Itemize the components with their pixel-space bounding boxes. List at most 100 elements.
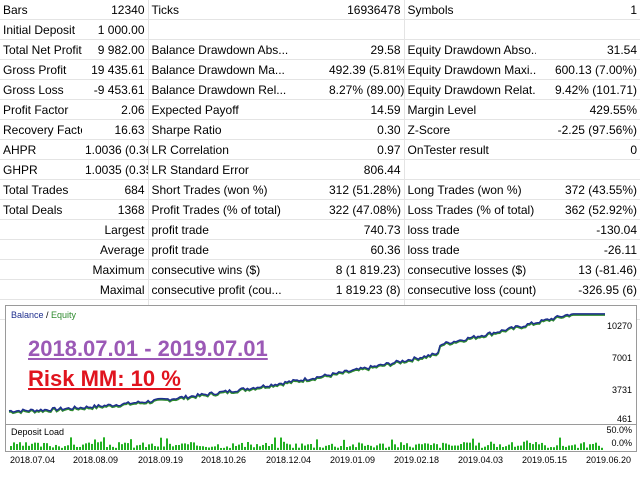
deposit-load-bar [154,446,156,450]
deposit-load-bar [553,447,555,450]
deposit-load-bar [496,446,498,450]
deposit-load-bar [181,443,183,450]
x-tick: 2019.06.20 [586,455,632,465]
deposit-load-bar [148,444,150,450]
stat-value: 16.63 [82,119,148,140]
deposit-load-bar [94,439,96,450]
date-range-overlay: 2018.07.01 - 2019.07.01 [28,336,268,361]
x-tick: 2018.09.19 [138,455,184,465]
table-row: Bars 12340 Ticks 16936478 Symbols 1 [0,0,640,20]
stat-label: LR Standard Error [147,159,326,180]
stat-label [0,239,82,260]
x-tick: 2018.07.04 [10,455,56,465]
stat-label: Total Trades [0,179,82,200]
deposit-load-bar [19,442,21,450]
stat-value: 684 [82,179,148,200]
deposit-load-bar [514,446,516,450]
deposit-load-bar [598,445,600,450]
deposit-load-bar [310,444,312,450]
deposit-load-bar [367,444,369,450]
deposit-load-bar [37,442,39,450]
legend-separator: / [43,310,52,320]
deposit-load-bar [385,447,387,450]
deposit-load-bar [262,444,264,450]
stat-label: Z-Score [403,119,536,140]
deposit-load-bar [412,447,414,450]
deposit-load-bar [55,444,57,450]
deposit-load-bar [460,443,462,450]
deposit-tick: 0.0% [611,438,632,448]
deposit-load-bar [322,447,324,450]
deposit-load-bar [490,441,492,450]
legend-balance: Balance [11,310,44,320]
stat-label [0,279,82,300]
stat-value: -26.11 [536,239,640,260]
stat-value: 9 982.00 [82,39,148,60]
deposit-load-bar [235,445,237,450]
deposit-load-bar [163,446,165,450]
stat-label: consecutive wins ($) [147,259,326,280]
deposit-load-bars [10,437,603,450]
deposit-load-bar [313,447,315,450]
deposit-load-panel: Deposit Load 50.0% 0.0% [5,424,637,452]
deposit-load-bar [457,445,459,450]
stat-value: 322 (47.08%) [326,199,404,220]
table-row: Gross Profit 19 435.61 Balance Drawdown Ma… [0,59,640,80]
stat-label: Balance Drawdown Ma... [147,59,326,80]
stat-label: consecutive profit (cou... [147,279,326,300]
deposit-load-bar [121,444,123,450]
x-tick: 2018.10.26 [201,455,247,465]
deposit-load-bar [574,444,576,450]
deposit-load-bar [388,446,390,450]
deposit-load-bar [157,446,159,450]
deposit-load-bar [538,444,540,450]
table-row: Average profit trade 60.36 loss trade -26.11 [0,239,640,260]
stat-label: Margin Level [403,99,536,120]
deposit-load-bar [175,445,177,450]
deposit-load-bar [415,444,417,450]
stat-value: -326.95 (6) [536,279,640,300]
deposit-load-bar [217,444,219,450]
deposit-load-bar [139,444,141,450]
deposit-load-bar [112,446,114,450]
stat-value: 1 000.00 [82,19,148,40]
y-tick: 461 [616,414,632,424]
stat-value: 29.58 [326,39,404,60]
deposit-load-bar [376,445,378,450]
deposit-load-bar [73,444,75,450]
deposit-load-bar [223,447,225,450]
equity-line [8,313,605,415]
y-tick: 10270 [606,321,632,331]
stat-label: Total Deals [0,199,82,220]
deposit-load-bar [340,446,342,450]
deposit-load-bar [301,443,303,450]
deposit-load-bar [550,447,552,450]
deposit-load-bar [229,447,231,450]
deposit-load-bar [100,441,102,450]
deposit-load-bar [325,445,327,450]
deposit-load-bar [109,444,111,450]
stat-label: Equity Drawdown Relat... [403,79,536,100]
deposit-load-bar [160,437,162,450]
deposit-load-bar [493,443,495,450]
deposit-load-bar [292,447,294,450]
deposit-load-bar [271,444,273,450]
deposit-load-bar [70,437,72,450]
deposit-load-bar [547,447,549,450]
deposit-load-bar [358,442,360,450]
stat-value [536,19,640,40]
stat-label: Total Net Profit [0,39,82,60]
balance-equity-chart: Balance / Equity 2018.07.01 - 2019.07.01… [5,305,637,427]
stat-label [403,19,536,40]
stat-label: Ticks [147,0,326,20]
deposit-load-bar [118,442,120,450]
deposit-load-bar [13,442,15,450]
stat-label: profit trade [147,239,326,260]
stat-label: Bars [0,0,82,20]
deposit-load-bar [202,446,204,450]
deposit-load-bar [430,445,432,450]
deposit-load-bar [10,446,12,450]
y-tick: 7001 [611,353,632,363]
deposit-load-bar [169,443,171,450]
